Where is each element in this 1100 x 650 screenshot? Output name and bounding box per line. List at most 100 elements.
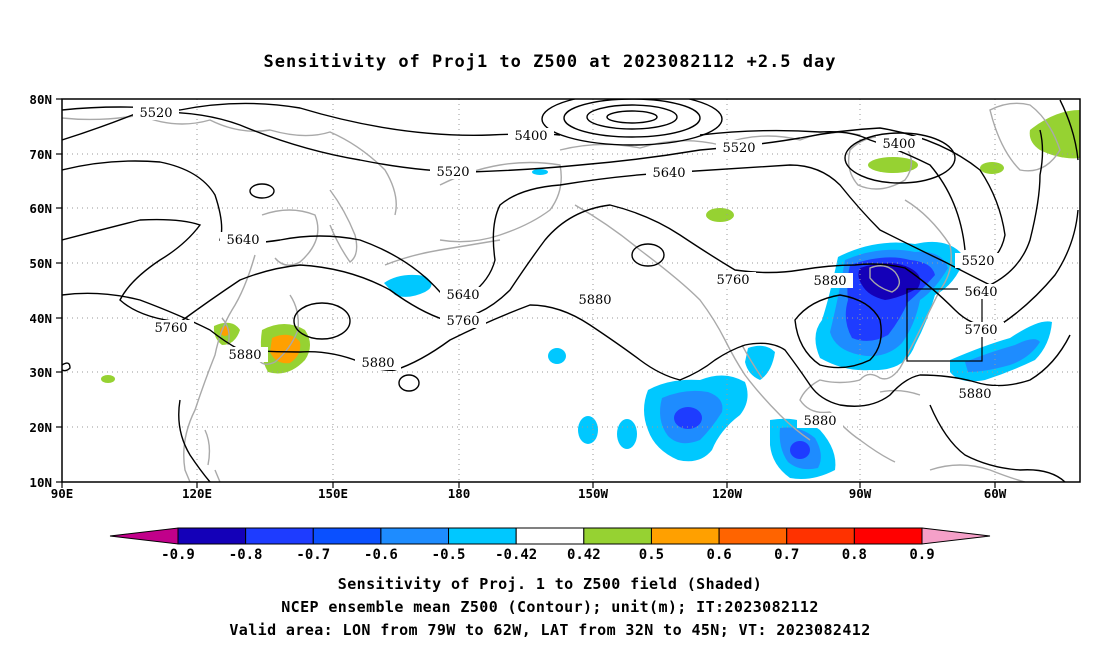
svg-text:5760: 5760	[154, 321, 187, 336]
svg-text:5880: 5880	[578, 293, 611, 308]
coast-east-asia	[183, 254, 256, 482]
colorbar: -0.9 -0.8 -0.7 -0.6 -0.5 -0.42 0.42 0.5 0.6 0.7 0.…	[109, 527, 991, 563]
coast-south-america	[929, 464, 1026, 482]
contour-label-group: 5520 5400 5520 5400 5520 5640 5640 5520 …	[133, 105, 1004, 429]
contour-label: 5760	[710, 272, 756, 288]
shade-positive-canada	[706, 208, 734, 222]
svg-text:5760: 5760	[964, 323, 997, 338]
colorbar-label: 0.8	[842, 547, 867, 563]
colorbar-right-triangle	[921, 527, 991, 545]
shade-negative-max	[858, 263, 921, 300]
lon-label: 150E	[318, 486, 348, 501]
contour-label: 5760	[148, 320, 194, 336]
coast-kamchatka	[329, 189, 358, 263]
svg-text:5880: 5880	[958, 387, 991, 402]
svg-text:5880: 5880	[228, 348, 261, 363]
colorbar-label: -0.7	[296, 547, 330, 563]
svg-text:5760: 5760	[716, 273, 749, 288]
contour-label: 5520	[955, 253, 1001, 269]
coast-greenland	[989, 102, 1061, 172]
colorbar-label: -0.9	[161, 547, 195, 563]
lon-label: 180	[448, 486, 471, 501]
latitude-labels: 80N 70N 60N 50N 40N 30N 20N 10N	[29, 92, 52, 490]
svg-text:5880: 5880	[803, 414, 836, 429]
contour-label: 5640	[958, 284, 1004, 300]
lon-label: 150W	[578, 486, 609, 501]
coast-japan	[257, 294, 300, 365]
coast-alaska	[439, 161, 562, 243]
svg-text:5520: 5520	[722, 141, 755, 156]
coast-labrador	[904, 199, 952, 291]
coast-west-na	[574, 204, 811, 441]
contour-label: 5880	[807, 273, 853, 289]
coast-cuba	[879, 389, 921, 396]
coast-baja	[741, 344, 763, 379]
svg-text:5520: 5520	[436, 165, 469, 180]
coast-okhotsk	[261, 209, 319, 266]
contour-label: 5400	[876, 136, 922, 152]
footer-line-2: NCEP ensemble mean Z500 (Contour); unit(…	[281, 598, 819, 616]
lon-label: 60W	[984, 486, 1007, 501]
svg-text:5760: 5760	[446, 314, 479, 329]
contour-label: 5880	[797, 413, 843, 429]
shade-positive-baffin	[980, 162, 1004, 174]
coast-great-lakes	[869, 265, 900, 293]
colorbar-label: 0.42	[567, 547, 601, 563]
footer-line-3: Valid area: LON from 79W to 62W, LAT fro…	[229, 621, 870, 639]
footer-line-1: Sensitivity of Proj. 1 to Z500 field (Sh…	[338, 575, 762, 593]
colorbar-label: -0.5	[432, 547, 466, 563]
contour-label: 5880	[355, 355, 401, 371]
colorbar-box	[245, 527, 314, 545]
colorbar-label: 0.5	[639, 547, 664, 563]
colorbar-label: 0.7	[774, 547, 799, 563]
colorbar-label: -0.6	[364, 547, 398, 563]
shade-pac-small1	[578, 416, 598, 444]
lat-label: 60N	[29, 201, 52, 216]
colorbar-box	[650, 527, 720, 545]
lon-label: 90E	[51, 486, 74, 501]
shade-pac-small2	[617, 419, 637, 449]
contour-label: 5640	[440, 287, 486, 303]
lat-label: 50N	[29, 256, 52, 271]
colorbar-label: -0.42	[495, 547, 537, 563]
shade-mexico-max	[790, 441, 810, 459]
lat-label: 20N	[29, 420, 52, 435]
colorbar-label: 0.6	[706, 547, 731, 563]
contour-label: 5760	[440, 313, 486, 329]
colorbar-box	[718, 527, 788, 545]
map-panel: 5520 5400 5520 5400 5520 5640 5640 5520 …	[29, 92, 1081, 501]
svg-text:5640: 5640	[446, 288, 479, 303]
shade-alaska-dot	[532, 169, 548, 175]
colorbar-box	[177, 527, 247, 545]
lat-label: 70N	[29, 147, 52, 162]
contour-label: 5760	[958, 322, 1004, 338]
map-title: Sensitivity of Proj1 to Z500 at 20230821…	[264, 52, 837, 72]
colorbar-box	[786, 527, 855, 545]
lon-label: 90W	[849, 486, 872, 501]
svg-text:5640: 5640	[964, 285, 997, 300]
coast-philippines	[204, 429, 221, 482]
svg-text:5640: 5640	[226, 233, 259, 248]
colorbar-box	[448, 527, 517, 545]
shade-positive-hudson	[868, 157, 918, 173]
lat-label: 10N	[29, 475, 52, 490]
map-frame	[61, 98, 1081, 483]
lat-label: 30N	[29, 365, 52, 380]
longitude-labels: 90E 120E 150E 180 150W 120W 90W 60W	[51, 486, 1007, 501]
colorbar-label: 0.9	[909, 547, 934, 563]
contour-label: 5520	[716, 140, 762, 156]
contour-label: 5640	[220, 232, 266, 248]
coast-east-us	[859, 289, 941, 381]
shade-positive-china	[101, 375, 115, 383]
contour-label: 5880	[222, 347, 268, 363]
colorbar-box	[583, 527, 652, 545]
shade-atlantic-core	[965, 339, 1040, 372]
svg-text:5880: 5880	[361, 356, 394, 371]
svg-text:5880: 5880	[813, 274, 846, 289]
svg-text:5520: 5520	[139, 106, 172, 121]
contour-label: 5880	[572, 292, 618, 308]
svg-text:5400: 5400	[882, 137, 915, 152]
lat-label: 80N	[29, 92, 52, 107]
svg-text:5640: 5640	[652, 166, 685, 181]
